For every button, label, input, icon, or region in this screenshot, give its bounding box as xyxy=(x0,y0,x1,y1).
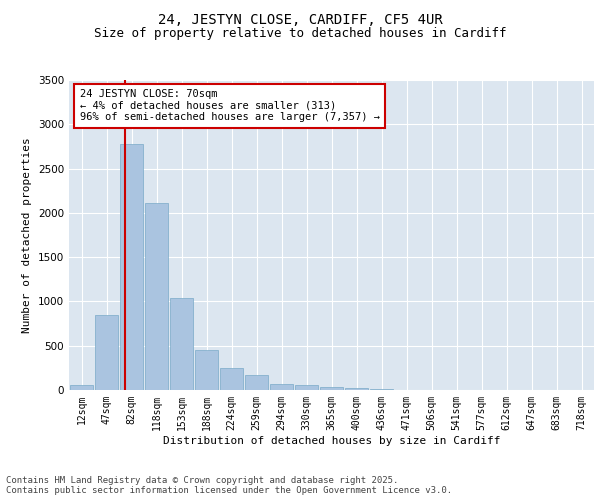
Bar xyxy=(370,389,393,390)
Bar xyxy=(270,384,293,390)
Bar xyxy=(195,350,218,390)
Bar xyxy=(320,388,343,390)
Bar xyxy=(345,388,368,390)
Bar xyxy=(220,368,243,390)
Bar xyxy=(245,376,268,390)
Bar xyxy=(145,203,168,390)
Text: 24, JESTYN CLOSE, CARDIFF, CF5 4UR: 24, JESTYN CLOSE, CARDIFF, CF5 4UR xyxy=(158,12,442,26)
Bar xyxy=(70,384,93,390)
Text: 24 JESTYN CLOSE: 70sqm
← 4% of detached houses are smaller (313)
96% of semi-det: 24 JESTYN CLOSE: 70sqm ← 4% of detached … xyxy=(79,90,380,122)
Text: Contains HM Land Registry data © Crown copyright and database right 2025.
Contai: Contains HM Land Registry data © Crown c… xyxy=(6,476,452,495)
Bar xyxy=(295,385,318,390)
Y-axis label: Number of detached properties: Number of detached properties xyxy=(22,137,32,333)
X-axis label: Distribution of detached houses by size in Cardiff: Distribution of detached houses by size … xyxy=(163,436,500,446)
Text: Size of property relative to detached houses in Cardiff: Size of property relative to detached ho… xyxy=(94,28,506,40)
Bar xyxy=(120,144,143,390)
Bar xyxy=(95,314,118,390)
Bar xyxy=(170,298,193,390)
